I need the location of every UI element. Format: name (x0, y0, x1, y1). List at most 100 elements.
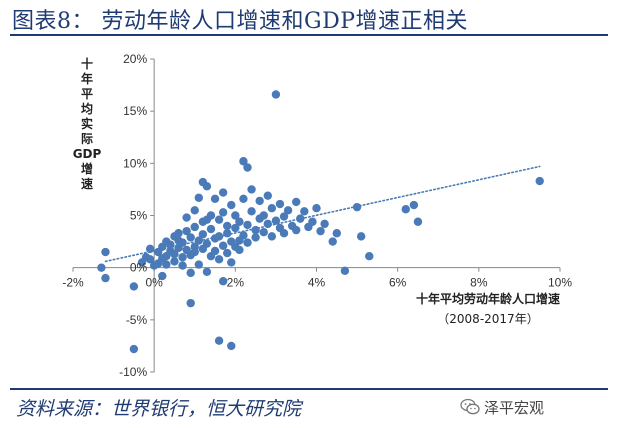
data-point (243, 220, 252, 230)
x-axis-title-line2: （2008-2017年） (437, 312, 538, 326)
data-point (320, 219, 329, 229)
data-point (239, 194, 248, 204)
data-point (251, 225, 260, 235)
y-axis-title-char: 均 (81, 101, 93, 116)
data-point (190, 222, 199, 232)
data-point (275, 199, 285, 209)
data-point (227, 341, 236, 351)
data-point (292, 197, 301, 207)
data-point (409, 200, 419, 210)
y-tick-label: 5% (130, 209, 148, 223)
data-point (178, 238, 187, 247)
y-axis-title-char: 增 (81, 161, 93, 176)
y-axis-title-char: GDP (73, 147, 102, 161)
data-point (235, 245, 244, 255)
data-point (186, 233, 195, 242)
data-point (97, 263, 106, 272)
data-point (214, 215, 224, 224)
x-axis-title-line1: 十年平均劳动年龄人口增速 (416, 291, 560, 306)
data-point (129, 282, 139, 291)
data-point (259, 211, 268, 220)
data-point (178, 253, 187, 262)
data-point (182, 213, 191, 222)
data-point (166, 240, 175, 249)
data-point (271, 90, 281, 99)
wechat-watermark: 泽平宏观 (460, 396, 610, 420)
wechat-icon (460, 398, 480, 415)
data-point (218, 241, 228, 250)
data-point (263, 219, 272, 229)
source-divider (10, 388, 608, 390)
data-point (190, 206, 199, 215)
data-point (356, 232, 366, 241)
data-point (218, 277, 228, 286)
data-point (365, 251, 374, 261)
data-point (279, 212, 289, 221)
data-point (235, 217, 244, 226)
data-point (259, 227, 268, 237)
data-point (145, 255, 155, 264)
scatter-chart: -2% 0% 2% 4% 6% 8% 10% -10% -5% 0% 5% 10% 15% 20% 十年平均… (62, 52, 572, 379)
y-axis-title-char: 实 (81, 116, 93, 131)
data-point (182, 226, 191, 236)
data-point (535, 176, 544, 186)
y-tick-label: 20% (123, 52, 147, 66)
data-point (186, 268, 195, 278)
data-point (223, 229, 232, 238)
y-axis-title-char: 年 (81, 71, 93, 86)
data-point (328, 237, 337, 246)
data-point (186, 298, 195, 308)
data-point (292, 225, 301, 235)
data-point (218, 188, 228, 197)
title-bar: 图表8： 劳动年龄人口增速和GDP增速正相关 (0, 0, 620, 38)
data-point (194, 193, 204, 202)
y-tick-label: -5% (126, 313, 148, 327)
watermark-text: 泽平宏观 (484, 399, 545, 417)
data-point (214, 336, 224, 345)
data-point (101, 247, 110, 257)
data-point (218, 208, 228, 217)
data-point (267, 232, 277, 241)
data-point (170, 257, 179, 266)
data-point (227, 200, 236, 210)
data-point (231, 223, 240, 233)
data-point (101, 273, 110, 283)
data-point (210, 194, 220, 204)
data-point (243, 238, 252, 247)
data-point (231, 211, 240, 220)
data-point (202, 239, 212, 248)
data-point (194, 260, 204, 269)
data-point (401, 205, 410, 214)
data-point (255, 196, 264, 206)
data-point (332, 229, 341, 238)
y-axis-title-char: 速 (81, 176, 93, 191)
data-point (210, 246, 220, 256)
x-tick-label: 10% (548, 276, 572, 290)
data-point (413, 217, 423, 226)
data-point (251, 233, 260, 242)
data-point (239, 157, 248, 166)
data-point (202, 215, 212, 224)
data-point (271, 216, 281, 225)
data-point (227, 258, 236, 267)
x-tick-label: 0% (145, 276, 163, 290)
data-point (145, 244, 155, 254)
data-point (243, 163, 252, 172)
x-tick-label: 2% (227, 276, 245, 290)
data-point (170, 249, 179, 259)
y-tick-label: 0% (130, 261, 148, 275)
data-point (206, 224, 216, 234)
y-axis-title-char: 际 (81, 132, 93, 146)
data-point (214, 255, 224, 264)
data-point (198, 230, 208, 239)
data-point (296, 214, 305, 223)
source-note: 资料来源：世界银行，恒大研究院 (16, 398, 302, 420)
data-point (202, 182, 212, 191)
data-point (316, 226, 325, 236)
y-axis-title-char: 平 (81, 87, 93, 101)
y-tick-label: 15% (123, 104, 147, 118)
data-point (340, 266, 350, 275)
data-point (263, 191, 272, 200)
data-point (308, 217, 317, 226)
data-point (178, 261, 187, 270)
